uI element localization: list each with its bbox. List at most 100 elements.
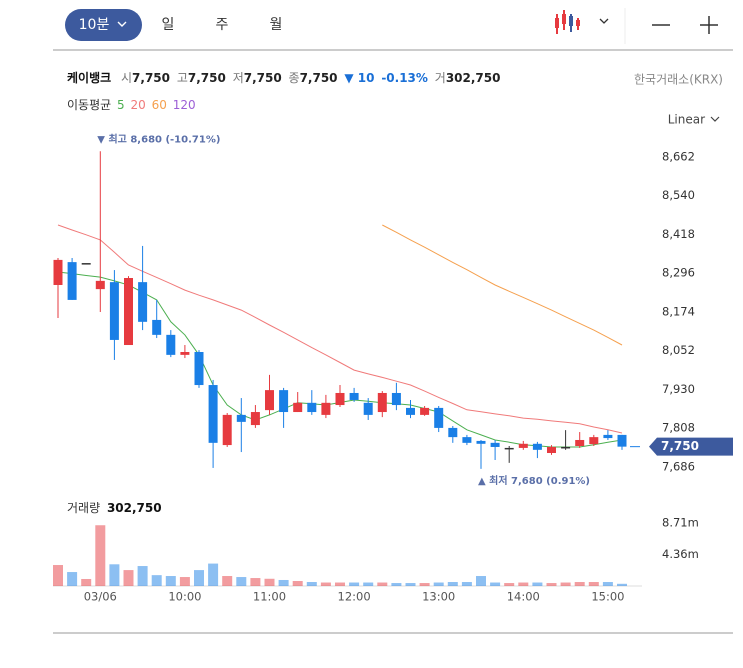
volume-bar <box>461 582 472 586</box>
x-tick-label: 10:00 <box>168 590 201 604</box>
volume-label: 거래량 <box>67 501 100 515</box>
interval-tab[interactable]: 주 <box>216 17 229 33</box>
candle-body <box>321 402 331 415</box>
candle-body <box>279 390 289 413</box>
volume-title: 거래량 302,750 <box>67 501 162 515</box>
zoom-in-button[interactable] <box>700 16 718 34</box>
volume-bar <box>292 581 303 586</box>
candle-body <box>180 352 190 355</box>
volume-bar <box>109 564 120 586</box>
volume-bar <box>335 582 345 586</box>
volume-bar <box>95 525 106 586</box>
volume-tick-label: 4.36m <box>662 547 699 561</box>
candle-body <box>406 407 415 415</box>
candle-body <box>166 334 176 355</box>
candle-body <box>236 414 246 422</box>
volume-bar <box>363 582 374 586</box>
ma-legend: 이동평균 5 20 60 120 <box>67 98 196 112</box>
quote-label: 시 <box>121 71 132 85</box>
quote-value: 7,750 <box>188 71 226 85</box>
volume-bar <box>476 576 486 586</box>
volume-bar <box>306 582 317 586</box>
candle-body <box>420 407 430 415</box>
scale-selector[interactable]: Linear <box>668 113 705 127</box>
volume-bar <box>264 578 275 586</box>
volume-bar <box>53 565 63 586</box>
candle-body <box>95 280 105 290</box>
quote-value: 302,750 <box>446 71 501 85</box>
x-tick-label: 03/06 <box>84 590 117 604</box>
candle-body <box>265 390 274 411</box>
candle-body <box>293 402 303 413</box>
ma-label: 이동평균 <box>67 98 111 112</box>
volume-bar <box>236 577 247 586</box>
volume-bar <box>617 583 627 586</box>
candle-body <box>462 437 472 443</box>
candle-body <box>109 282 119 340</box>
volume-bar <box>391 583 402 586</box>
candle-body <box>476 440 486 444</box>
volume-bar <box>81 578 92 586</box>
candle-body <box>434 407 444 428</box>
quote-label: 거 <box>435 71 446 85</box>
interval-tab[interactable]: 월 <box>270 17 283 33</box>
candle-body <box>561 446 571 449</box>
candle-body <box>589 437 599 445</box>
dropdown-icon <box>117 21 127 27</box>
legend-entry: 5 <box>117 98 125 112</box>
candle-body <box>349 392 359 400</box>
x-tick-label: 11:00 <box>253 590 286 604</box>
candle-body <box>250 412 260 426</box>
change: ▼ 10 <box>344 71 374 85</box>
candle-body <box>67 262 77 300</box>
volume-bar <box>574 582 585 586</box>
candle-body <box>307 402 317 413</box>
volume-bar <box>137 566 148 586</box>
candle-body <box>603 434 613 439</box>
chart-type-button[interactable] <box>555 10 609 34</box>
volume-bar <box>377 582 388 586</box>
exchange: 한국거래소(KRX) <box>634 73 723 87</box>
interval-tab[interactable]: 10분 <box>79 17 110 33</box>
high-annotation: ▼ 최고 8,680 (-10.71%) <box>97 132 220 145</box>
volume-bar <box>222 576 233 586</box>
stock-name: 케이뱅크 <box>67 70 111 85</box>
low-annotation: ▲ 최저 7,680 (0.91%) <box>478 474 590 487</box>
volume-bar <box>123 570 134 586</box>
candle-body <box>547 446 556 454</box>
volume-bar <box>490 582 501 586</box>
candle-body <box>81 263 91 265</box>
dropdown-icon <box>710 116 720 122</box>
candle-body <box>363 402 373 415</box>
y-tick-label: 8,296 <box>662 266 695 280</box>
y-tick-label: 8,662 <box>662 149 695 163</box>
legend-entry: 20 <box>130 98 145 112</box>
volume-bar <box>504 583 515 586</box>
volume-bar <box>433 582 444 586</box>
volume-bar <box>179 577 190 586</box>
volume-bar <box>67 572 78 586</box>
candle-body <box>391 392 401 406</box>
interval-tab[interactable]: 일 <box>162 17 175 33</box>
candle-body <box>490 442 500 447</box>
y-tick-label: 8,418 <box>662 227 695 241</box>
candle-body <box>518 443 528 448</box>
y-tick-label: 7,808 <box>662 421 695 435</box>
candle-body <box>208 385 218 443</box>
legend-entry: 60 <box>152 98 167 112</box>
last-price-box <box>649 437 733 456</box>
candle-body <box>448 427 458 438</box>
quote-label: 저 <box>233 71 244 85</box>
volume-bar <box>419 583 430 586</box>
volume-bar <box>320 582 331 586</box>
ma-line <box>57 224 623 434</box>
volume-bar <box>560 582 571 586</box>
x-tick-label: 12:00 <box>338 590 371 604</box>
volume-bar <box>349 582 360 586</box>
candle-body <box>504 447 514 450</box>
quote-value: 7,750 <box>132 71 170 85</box>
quote-label: 고 <box>177 71 188 85</box>
candle-body <box>124 278 133 346</box>
quote-value: 7,750 <box>244 71 282 85</box>
interval-pill[interactable] <box>65 9 142 41</box>
